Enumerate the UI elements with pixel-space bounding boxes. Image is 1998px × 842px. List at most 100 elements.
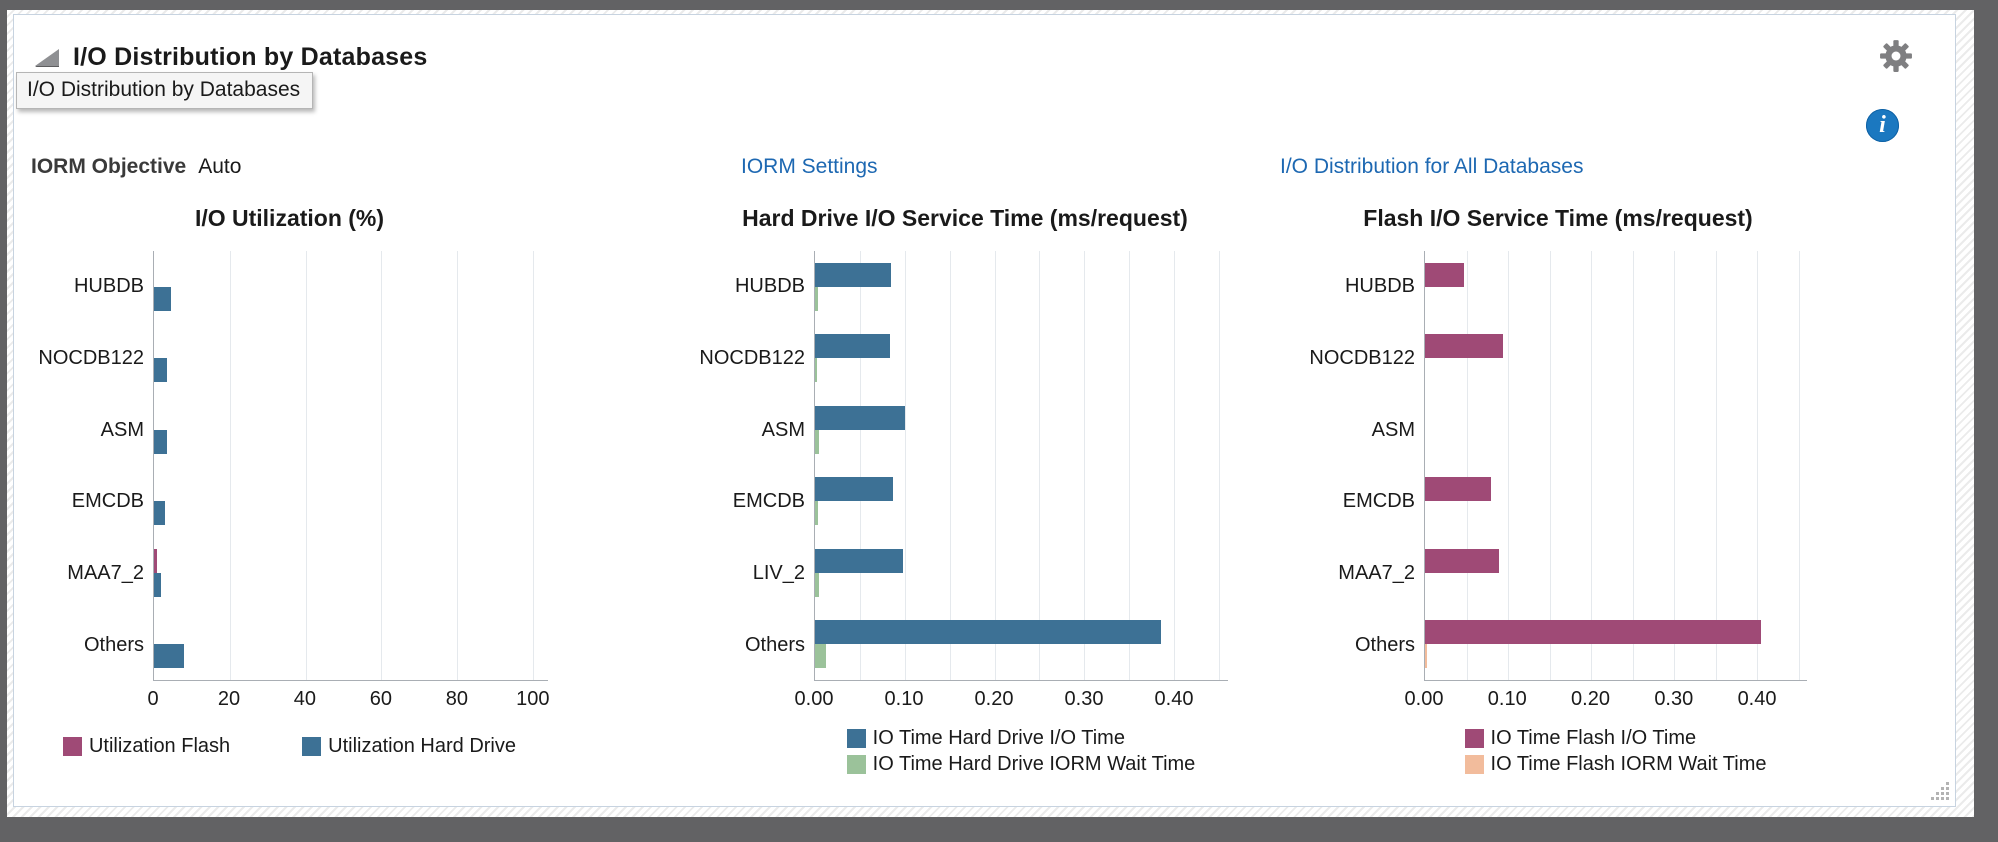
plot-area [1424, 251, 1807, 681]
bar-row [815, 323, 1228, 395]
legend-color-chip [1464, 729, 1484, 748]
legend-inner: IO Time Flash I/O Time IO Time Flash IORM… [1464, 727, 1767, 776]
legend-label: Utilization Hard Drive [328, 735, 516, 757]
gridline [305, 251, 307, 680]
legend-item: Utilization Flash [62, 735, 230, 758]
bar[interactable] [815, 644, 826, 669]
bar[interactable] [154, 548, 157, 573]
bar[interactable] [154, 644, 185, 669]
category-label: LIV_2 [752, 562, 805, 585]
category-label: ASM [761, 418, 805, 441]
legend-inner: IO Time Hard Drive I/O Time IO Time Hard … [846, 727, 1196, 776]
bar[interactable] [815, 358, 817, 383]
chart-body: HUBDB NOCDB122 ASM EMCDB MAA7_2 Others [1309, 251, 1807, 681]
plot-area [814, 251, 1228, 681]
bar[interactable] [1425, 477, 1492, 502]
category-label: ASM [1371, 418, 1415, 441]
x-tick-label: 0.40 [1154, 688, 1194, 710]
bar[interactable] [154, 429, 168, 454]
bar[interactable] [815, 429, 819, 454]
legend-color-chip [302, 737, 322, 756]
x-tick-label: 60 [369, 688, 392, 710]
bar[interactable] [1425, 620, 1762, 645]
info-icon[interactable]: i [1866, 109, 1899, 142]
gridline [904, 251, 906, 680]
legend-color-chip [62, 737, 82, 756]
gridline [1798, 251, 1800, 680]
legend: IO Time Flash I/O Time IO Time Flash IORM… [1424, 727, 1807, 776]
bar-row [154, 609, 548, 681]
gridline [1674, 251, 1676, 680]
panel-title-tooltip: I/O Distribution by Databases [16, 72, 314, 109]
bar[interactable] [815, 501, 818, 526]
bar-row [815, 466, 1228, 538]
bar[interactable] [815, 620, 1161, 645]
bar[interactable] [815, 262, 892, 287]
resize-grip-icon[interactable] [1927, 778, 1951, 802]
x-tick-label: 0.00 [1404, 688, 1444, 710]
bar[interactable] [815, 572, 819, 597]
legend-label: IO Time Flash IORM Wait Time [1490, 753, 1767, 775]
bar[interactable] [815, 477, 894, 502]
gridline [1174, 251, 1176, 680]
bar[interactable] [1425, 334, 1504, 359]
bar[interactable] [154, 286, 172, 311]
x-tick-label: 40 [293, 688, 317, 710]
x-tick-label: 100 [516, 688, 550, 710]
iorm-settings-link[interactable]: IORM Settings [741, 155, 878, 178]
x-tick-label: 0 [147, 688, 159, 710]
x-tick-label: 20 [217, 688, 241, 710]
legend-color-chip [1464, 755, 1484, 774]
x-tick-label: 80 [445, 688, 468, 710]
bar[interactable] [1425, 262, 1465, 287]
x-tick-label: 0.00 [794, 688, 834, 710]
page-background: I/O Distribution by Databases I/O Distri… [7, 10, 1974, 817]
category-label: HUBDB [1344, 275, 1415, 298]
bar[interactable] [815, 548, 903, 573]
category-label: NOCDB122 [1309, 347, 1415, 369]
chart-body: HUBDB NOCDB122 ASM EMCDB MAA7_2 Others [31, 251, 548, 681]
legend-item: IO Time Flash I/O Time [1464, 727, 1767, 750]
io-distribution-all-databases-link[interactable]: I/O Distribution for All Databases [1280, 155, 1584, 178]
bar-row [1425, 466, 1807, 538]
gear-icon[interactable] [1879, 39, 1913, 73]
x-tick-label: 0.40 [1737, 688, 1777, 710]
bar-rows [154, 251, 548, 680]
gridline [1466, 251, 1468, 680]
category-label: MAA7_2 [67, 562, 144, 585]
category-label: EMCDB [732, 490, 805, 513]
legend-label: IO Time Hard Drive I/O Time [872, 727, 1125, 749]
panel-title: I/O Distribution by Databases [73, 43, 428, 71]
bar[interactable] [154, 572, 161, 597]
bar-row [815, 251, 1228, 323]
bar-row [154, 251, 548, 323]
legend-label: IO Time Hard Drive IORM Wait Time [872, 753, 1196, 775]
category-label: Others [83, 633, 144, 656]
category-labels: HUBDB NOCDB122 ASM EMCDB MAA7_2 Others [1309, 251, 1424, 681]
bar[interactable] [815, 334, 890, 359]
category-label: Others [1354, 633, 1415, 656]
bar[interactable] [815, 286, 818, 311]
bar[interactable] [1425, 548, 1499, 573]
collapse-triangle-icon[interactable] [35, 49, 59, 66]
iorm-objective: IORM Objective Auto [31, 155, 241, 179]
bar[interactable] [1425, 644, 1427, 669]
category-labels: HUBDB NOCDB122 ASM EMCDB MAA7_2 Others [31, 251, 153, 681]
gridline [949, 251, 951, 680]
bar-row [154, 394, 548, 466]
bar[interactable] [154, 501, 166, 526]
bar[interactable] [815, 405, 905, 430]
bar-row [815, 394, 1228, 466]
x-axis-ticks: 0 20 40 60 80 100 [147, 681, 550, 715]
gridline [994, 251, 996, 680]
legend-item: IO Time Hard Drive I/O Time [846, 727, 1196, 750]
chart-body: HUBDB NOCDB122 ASM EMCDB LIV_2 Others [699, 251, 1228, 681]
x-tick-label: 0.10 [884, 688, 924, 710]
bar[interactable] [154, 358, 168, 383]
category-label: HUBDB [73, 275, 144, 298]
x-axis-ticks: 0.00 0.10 0.20 0.30 0.40 [1405, 681, 1807, 715]
io-distribution-panel: I/O Distribution by Databases I/O Distri… [13, 14, 1956, 807]
bar-rows [815, 251, 1228, 680]
bar-row [1425, 394, 1807, 466]
